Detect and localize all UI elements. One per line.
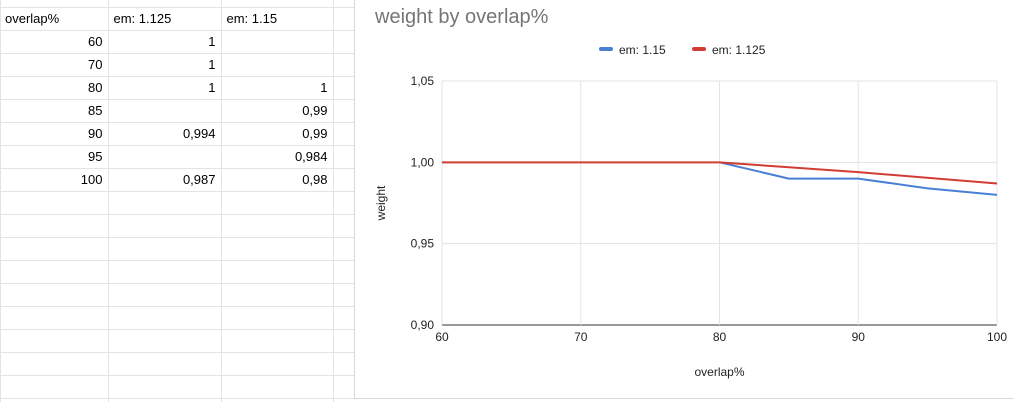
table-row: 80 1 1 <box>0 76 334 100</box>
series-line-0 <box>719 161 998 196</box>
table-cell[interactable]: 1 <box>108 30 222 54</box>
legend-label[interactable]: em: 1.125 <box>712 43 766 57</box>
table-cell[interactable]: 0,984 <box>221 145 334 169</box>
header-cell-em-1-125[interactable]: em: 1.125 <box>108 7 222 31</box>
table-cell[interactable]: 80 <box>0 76 109 100</box>
table-cell[interactable]: 95 <box>0 145 109 169</box>
chart-panel[interactable]: weight by overlap% 0,90 0,95 1,00 1,05 60 70 8… <box>354 0 1014 399</box>
data-table-body: overlap% em: 1.125 em: 1.15 60 1 70 1 80 1 1 85… <box>0 7 334 192</box>
table-cell[interactable]: 60 <box>0 30 109 54</box>
column-divider <box>221 0 222 402</box>
table-row: 100 0,987 0,98 <box>0 168 334 192</box>
x-tick-label: 80 <box>713 330 727 344</box>
table-cell[interactable]: 1 <box>108 76 222 100</box>
table-row: 90 0,994 0,99 <box>0 122 334 146</box>
table-cell[interactable] <box>108 145 222 169</box>
legend-swatch <box>599 47 613 51</box>
table-cell[interactable]: 100 <box>0 168 109 192</box>
y-tick-label: 1,05 <box>411 74 435 88</box>
table-cell[interactable]: 0,99 <box>221 99 334 123</box>
table-row: 85 0,99 <box>0 99 334 123</box>
header-row: overlap% em: 1.125 em: 1.15 <box>0 7 334 31</box>
legend-label[interactable]: em: 1.15 <box>619 43 666 57</box>
header-cell-overlap[interactable]: overlap% <box>0 7 109 31</box>
header-cell-em-1-15[interactable]: em: 1.15 <box>221 7 334 31</box>
table-cell[interactable]: 0,98 <box>221 168 334 192</box>
table-cell[interactable]: 85 <box>0 99 109 123</box>
column-divider <box>333 0 334 402</box>
table-cell[interactable]: 1 <box>221 76 334 100</box>
table-cell[interactable]: 0,994 <box>108 122 222 146</box>
x-tick-label: 60 <box>435 330 449 344</box>
table-cell[interactable] <box>108 99 222 123</box>
table-cell[interactable]: 0,987 <box>108 168 222 192</box>
x-tick-label: 70 <box>574 330 588 344</box>
y-axis-title: weight <box>374 185 388 221</box>
legend-swatch <box>692 47 706 51</box>
x-axis-title: overlap% <box>694 365 744 379</box>
series-line-1 <box>442 161 998 185</box>
table-row: 60 1 <box>0 30 334 54</box>
table-cell[interactable]: 1 <box>108 53 222 77</box>
column-divider <box>108 0 109 402</box>
table-row: 70 1 <box>0 53 334 77</box>
x-tick-label: 100 <box>987 330 1007 344</box>
line-chart: 0,90 0,95 1,00 1,05 60 70 80 90 100 overlap% weigh… <box>374 43 1007 379</box>
y-tick-label: 0,90 <box>411 318 435 332</box>
table-cell[interactable]: 90 <box>0 122 109 146</box>
table-cell[interactable]: 70 <box>0 53 109 77</box>
y-tick-label: 0,95 <box>411 237 435 251</box>
y-tick-label: 1,00 <box>411 155 435 169</box>
table-cell[interactable]: 0,99 <box>221 122 334 146</box>
table-row: 95 0,984 <box>0 145 334 169</box>
table-cell[interactable] <box>221 53 334 77</box>
table-cell[interactable] <box>221 30 334 54</box>
data-table: overlap% em: 1.125 em: 1.15 60 1 70 1 80 1 1 85… <box>0 7 334 192</box>
x-tick-label: 90 <box>852 330 866 344</box>
chart-title: weight by overlap% <box>375 6 549 28</box>
